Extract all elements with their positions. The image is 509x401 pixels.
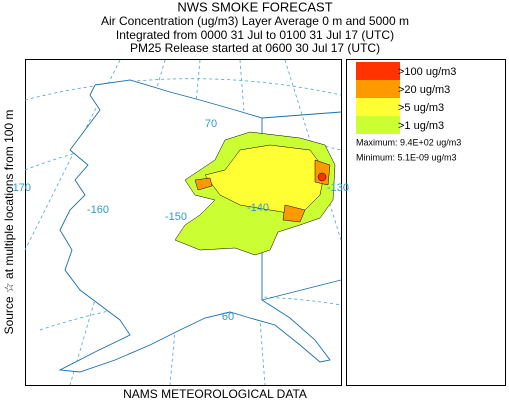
side-label: Source ☆ at multiple locations from 100 … xyxy=(2,110,16,335)
legend-swatch xyxy=(356,80,400,98)
graticule-label: -160 xyxy=(87,204,109,216)
legend-label: >100 ug/m3 xyxy=(398,66,456,78)
graticule-label: -130 xyxy=(327,182,349,194)
legend-swatch xyxy=(356,116,400,134)
maximum: Maximum: 9.4E+02 ug/m3 xyxy=(356,137,461,147)
graticule xyxy=(24,78,342,101)
graticule-label: 70 xyxy=(205,118,217,130)
footer: NAMS METEOROLOGICAL DATA xyxy=(123,387,307,401)
header-line: Air Concentration (ug/m3) Layer Average … xyxy=(101,14,409,28)
map xyxy=(24,59,342,386)
title: NWS SMOKE FORECAST xyxy=(177,0,332,14)
graticule xyxy=(39,296,342,331)
legend-swatch xyxy=(356,62,400,80)
graticule-label: 60 xyxy=(222,311,234,323)
header-line: Integrated from 0000 31 Jul to 0100 31 J… xyxy=(116,28,394,42)
legend-label: >20 ug/m3 xyxy=(398,84,450,96)
minimum: Minimum: 5.1E-09 ug/m3 xyxy=(356,152,457,162)
header-line: PM25 Release started at 0600 30 Jul 17 (… xyxy=(130,41,380,55)
legend: >100 ug/m3 >20 ug/m3 >5 ug/m3 >1 ug/m3 xyxy=(356,62,456,134)
smoke-plume xyxy=(174,131,336,256)
graticule xyxy=(284,59,342,241)
legend-label: >1 ug/m3 xyxy=(398,120,444,132)
graticule-label: -150 xyxy=(165,211,187,223)
legend-label: >5 ug/m3 xyxy=(398,102,444,114)
border xyxy=(261,111,342,301)
graticule-label: -170 xyxy=(9,182,31,194)
legend-swatch xyxy=(356,98,400,116)
graticule-label: -140 xyxy=(247,202,269,214)
